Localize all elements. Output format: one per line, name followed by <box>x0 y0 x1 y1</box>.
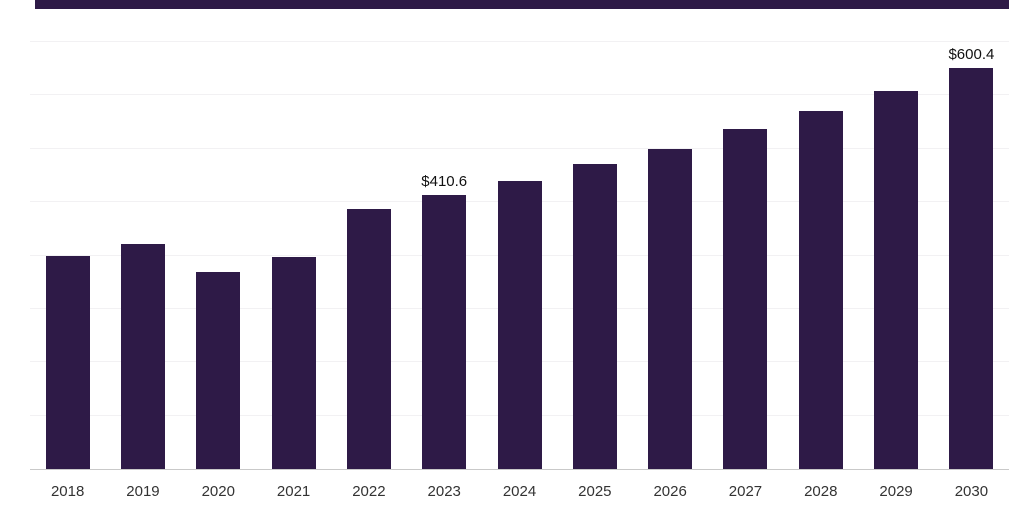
top-strip-decoration <box>35 0 1009 9</box>
x-tick-2020: 2020 <box>201 483 235 500</box>
bar-2018 <box>45 255 90 469</box>
gridline-640 <box>30 41 1009 42</box>
bar-slot-2025 <box>557 42 632 469</box>
bar-2019 <box>120 244 165 469</box>
bar-2024 <box>497 181 542 469</box>
bar-slot-2020 <box>181 42 256 469</box>
x-tick-2024: 2024 <box>502 483 537 500</box>
x-tick-2018: 2018 <box>50 483 85 500</box>
bar-2022 <box>346 208 391 469</box>
x-tick-2025: 2025 <box>578 483 612 500</box>
bar-2020 <box>196 272 241 469</box>
bar-slot-2019 <box>105 42 180 469</box>
x-tick-2029: 2029 <box>879 483 913 500</box>
bar-2030: $600.4 <box>948 46 994 469</box>
bar-slot-2022 <box>331 42 406 469</box>
bar-2023: $410.6 <box>421 173 467 469</box>
x-axis: 2018 2019 2020 2021 2022 2023 2024 2025 2026 2027… <box>30 471 1009 512</box>
bar-slot-2018 <box>30 42 105 469</box>
x-tick-2022: 2022 <box>352 483 386 500</box>
x-tick-2023: 2023 <box>427 483 461 500</box>
data-label-2023: $410.6 <box>421 173 468 191</box>
bar-slot-2027 <box>708 42 783 469</box>
x-tick-2026: 2026 <box>653 483 687 500</box>
gridline-560 <box>30 94 1009 96</box>
bar-slot-2026 <box>633 42 708 469</box>
bar-slot-2021 <box>256 42 331 469</box>
x-tick-2028: 2028 <box>804 483 838 500</box>
bar-slot-2023: $410.6 <box>407 42 482 469</box>
bar-slot-2028 <box>783 42 858 469</box>
bar-2028 <box>798 111 843 469</box>
x-tick-2027: 2027 <box>728 483 763 500</box>
data-label-2030: $600.4 <box>948 46 995 64</box>
x-tick-2030: 2030 <box>954 483 989 500</box>
bar-2027 <box>723 129 768 469</box>
bar-2026 <box>648 149 693 469</box>
x-tick-2021: 2021 <box>276 483 311 500</box>
bar-slot-2029 <box>858 42 933 469</box>
bar-2025 <box>572 164 617 469</box>
bar-slot-2030: $600.4 <box>934 42 1009 469</box>
gridline-480 <box>30 147 1009 149</box>
x-tick-2019: 2019 <box>126 483 160 500</box>
bar-2021 <box>271 256 316 469</box>
bar-2029 <box>874 90 919 469</box>
plot-area: $410.6 $600.4 <box>30 41 1009 470</box>
bar-slot-2024 <box>482 42 557 469</box>
